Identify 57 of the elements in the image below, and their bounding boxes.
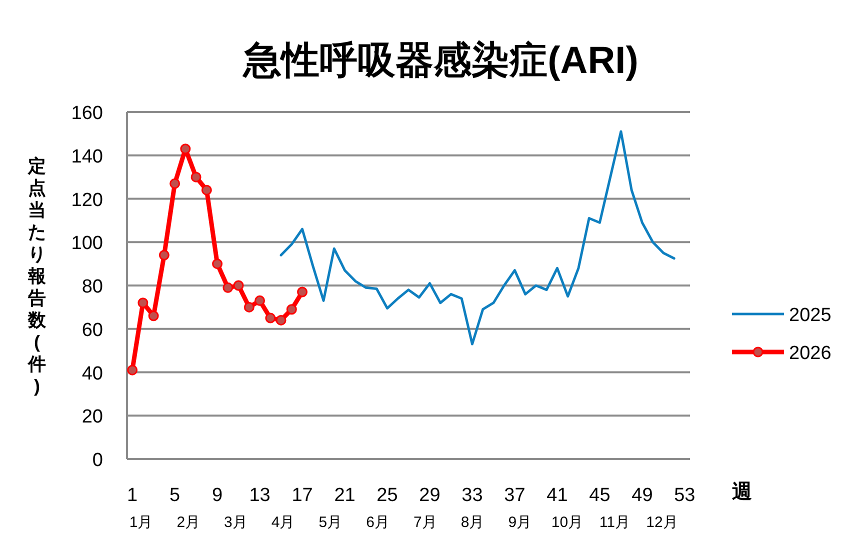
point [254,295,266,306]
text: 8月 [460,514,484,531]
point [180,144,191,154]
x-tick-label: 13 [249,485,270,506]
y-tick-label: 140 [71,146,103,168]
x-tick-label: 25 [376,485,398,506]
y-tick-label: 100 [71,233,103,254]
point [148,310,159,322]
x-tick-label: 33 [462,485,483,506]
x-tick-label: 37 [504,485,526,506]
y-tick-label: 80 [82,276,103,298]
point [201,184,212,196]
text: 11月 [599,514,630,531]
text: 3月 [224,514,248,531]
text: 10月 [551,514,584,531]
point [265,312,276,324]
legend-label: 2025 [789,305,832,326]
text: 6月 [366,514,390,531]
x-tick-label: 9 [212,485,223,506]
text: 7月 [414,514,437,531]
point [276,314,286,326]
point [158,250,170,260]
text: 定点当たり報告数(件) [28,156,46,396]
text: 5月 [318,514,342,531]
x-axis-title: 週 [731,481,752,503]
point [190,172,202,182]
text: 9月 [508,514,532,531]
y-tick-label: 20 [82,406,103,428]
text: 4月 [271,514,295,531]
y-tick-label: 40 [82,363,103,384]
text: 1月 [129,514,153,531]
legend-label: 2026 [789,343,832,364]
x-tick-label: 1 [127,485,138,506]
point [127,364,138,376]
point [212,258,223,270]
x-tick-label: 41 [546,485,568,506]
point [297,286,308,298]
x-tick-label: 5 [170,485,180,506]
point [233,280,244,291]
x-tick-label: 21 [334,485,356,506]
chart-title: 急性呼吸器感染症(ARI) [242,40,638,82]
y-tick-label: 160 [71,103,103,124]
x-tick-label: 29 [419,485,440,506]
point [138,298,148,308]
point [244,302,254,312]
x-tick-label: 49 [632,485,653,506]
y-tick-label: 0 [92,450,103,471]
x-tick-label: 17 [292,485,313,506]
text: 2月 [176,514,200,531]
y-tick-label: 120 [71,190,103,211]
y-tick-label: 60 [82,320,103,341]
text: 12月 [646,514,678,531]
x-tick-label: 53 [674,485,696,506]
point [222,282,234,293]
point [170,178,180,189]
point [286,304,297,315]
x-tick-label: 45 [589,485,610,506]
